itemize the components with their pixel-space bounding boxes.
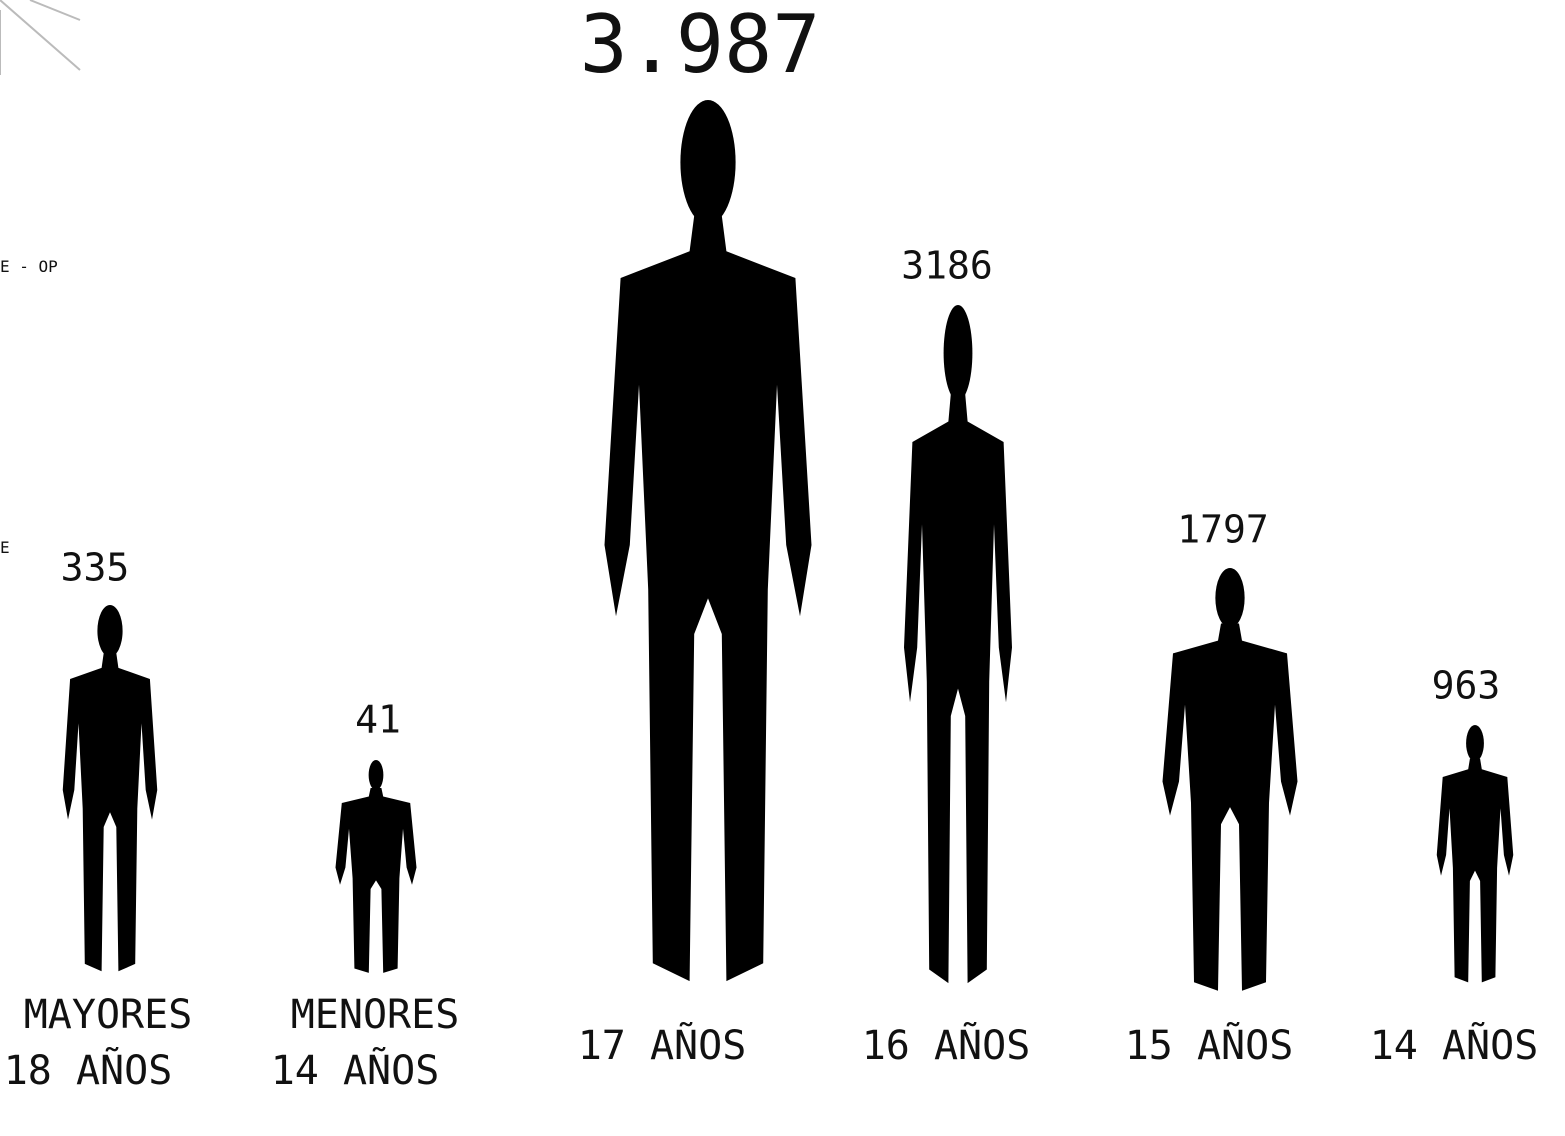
infographic: E - OP E 335 MAYORES 18 AÑOS 41 MENORES 14 AÑ…: [0, 0, 1565, 1136]
silhouette-body: [1437, 759, 1514, 983]
figure-label: 17 AÑOS: [578, 1021, 747, 1069]
figure-label: 16 AÑOS: [862, 1021, 1031, 1069]
figure-value: 963: [1432, 664, 1501, 708]
logo-text: E - OP: [0, 257, 58, 276]
figure-label: 18 AÑOS: [4, 1046, 173, 1094]
figure: 3.987 17 AÑOS: [578, 0, 821, 1069]
figure-value: 1797: [1177, 508, 1269, 552]
figure: 3186 16 AÑOS: [862, 244, 1031, 1070]
figure: 1797 15 AÑOS: [1125, 508, 1298, 1070]
silhouette: [1163, 568, 1298, 991]
silhouette-body: [904, 394, 1012, 983]
figure-value: 3186: [901, 244, 993, 288]
silhouette: [336, 760, 417, 973]
silhouette-body: [63, 653, 158, 971]
figure-label: 14 AÑOS: [271, 1046, 440, 1094]
silhouette: [63, 605, 158, 971]
logo-ray: [30, 0, 80, 20]
silhouette-body: [336, 788, 417, 973]
silhouette: [904, 305, 1012, 983]
figure-label: MENORES: [291, 992, 460, 1038]
silhouette-head: [944, 305, 973, 401]
silhouette: [605, 100, 812, 981]
figure: 963 14 AÑOS: [1370, 664, 1539, 1070]
silhouette-head: [369, 760, 384, 790]
figure-label: 14 AÑOS: [1370, 1021, 1539, 1069]
silhouette-head: [97, 605, 122, 657]
silhouette-head: [1466, 725, 1484, 761]
figure-label: 15 AÑOS: [1125, 1021, 1294, 1069]
silhouette: [1437, 725, 1514, 982]
figure: 335 MAYORES 18 AÑOS: [4, 546, 193, 1095]
logo: [0, 0, 80, 75]
silhouette-body: [1163, 624, 1298, 991]
logo-text: E: [0, 538, 10, 557]
page: E - OP E 335 MAYORES 18 AÑOS 41 MENORES 14 AÑ…: [0, 0, 1565, 1136]
figures: 335 MAYORES 18 AÑOS 41 MENORES 14 AÑOS 3.987 17…: [4, 0, 1539, 1094]
figure-value: 3.987: [580, 0, 821, 91]
silhouette-head: [1215, 568, 1244, 628]
figure-label: MAYORES: [24, 992, 193, 1038]
figure: 41 MENORES 14 AÑOS: [271, 698, 460, 1095]
figure-value: 41: [355, 698, 401, 742]
silhouette-head: [680, 100, 735, 225]
silhouette-body: [605, 216, 812, 981]
figure-value: 335: [61, 546, 130, 590]
logo-ray: [0, 0, 80, 70]
